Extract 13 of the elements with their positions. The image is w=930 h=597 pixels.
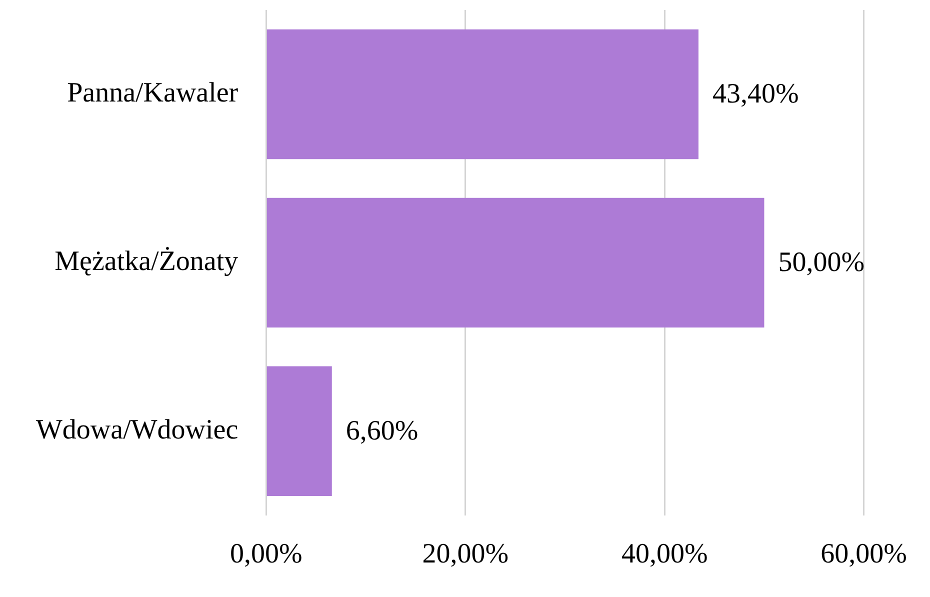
bar — [266, 198, 764, 328]
y-tick-label: Wdowa/Wdowiec — [36, 414, 238, 446]
data-label: 6,60% — [346, 416, 418, 447]
x-tick-label: 40,00% — [621, 538, 708, 570]
data-label: 50,00% — [778, 247, 865, 278]
x-tick-label: 0,00% — [230, 538, 302, 570]
data-label: 43,40% — [712, 78, 799, 110]
bar — [266, 366, 332, 496]
bar — [266, 29, 698, 160]
y-tick-label: Mężatka/Żonaty — [54, 246, 238, 278]
x-tick-label: 20,00% — [422, 538, 509, 570]
x-tick-label: 60,00% — [820, 538, 907, 570]
y-tick-label: Panna/Kawaler — [67, 78, 239, 109]
